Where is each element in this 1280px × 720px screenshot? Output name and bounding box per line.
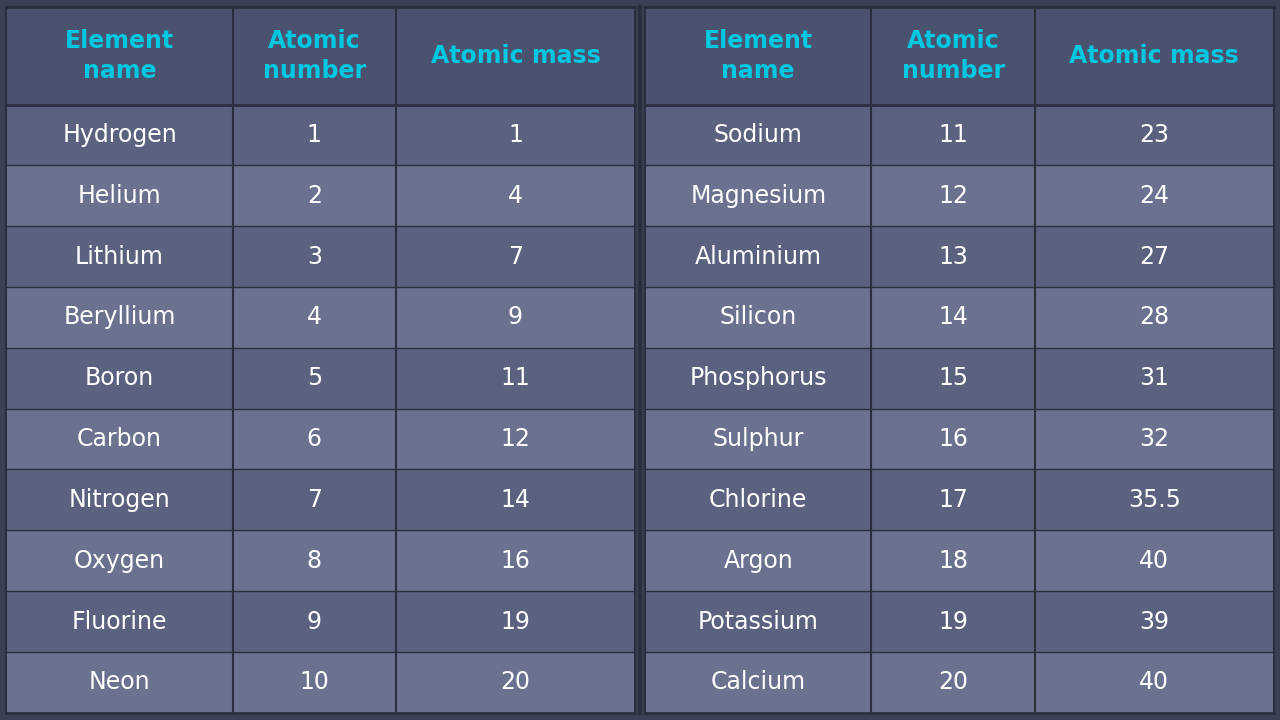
Text: 1: 1 [508, 123, 524, 147]
Bar [6, 104, 635, 166]
Text: Element
name: Element name [704, 29, 813, 83]
Text: 12: 12 [938, 184, 968, 208]
Text: 14: 14 [500, 488, 530, 512]
Text: 32: 32 [1139, 427, 1169, 451]
Text: Argon: Argon [723, 549, 794, 572]
Text: 13: 13 [938, 245, 968, 269]
Text: Atomic
number: Atomic number [901, 29, 1005, 83]
Text: 23: 23 [1139, 123, 1169, 147]
Text: 2: 2 [307, 184, 321, 208]
Bar [645, 104, 1274, 166]
Text: Atomic mass: Atomic mass [430, 44, 600, 68]
Text: Calcium: Calcium [710, 670, 806, 694]
Bar [6, 531, 635, 591]
Text: 40: 40 [1139, 549, 1169, 572]
Text: Aluminium: Aluminium [695, 245, 822, 269]
Bar [6, 287, 635, 348]
Bar [645, 348, 1274, 409]
Text: 20: 20 [938, 670, 968, 694]
Text: 18: 18 [938, 549, 968, 572]
Text: 20: 20 [500, 670, 530, 694]
Text: 28: 28 [1139, 305, 1169, 330]
Text: 6: 6 [307, 427, 321, 451]
Text: 15: 15 [938, 366, 968, 390]
Text: Neon: Neon [88, 670, 150, 694]
Text: 16: 16 [500, 549, 530, 572]
Bar [645, 166, 1274, 226]
Text: Boron: Boron [84, 366, 154, 390]
Text: Oxygen: Oxygen [74, 549, 165, 572]
Bar [6, 591, 635, 652]
Text: 11: 11 [938, 123, 968, 147]
Text: 1: 1 [307, 123, 321, 147]
Text: 11: 11 [500, 366, 530, 390]
Text: 9: 9 [307, 610, 321, 634]
Text: 14: 14 [938, 305, 968, 330]
Text: 5: 5 [307, 366, 323, 390]
Bar [645, 652, 1274, 713]
Bar [6, 348, 635, 409]
Text: 27: 27 [1139, 245, 1169, 269]
Text: Element
name: Element name [65, 29, 174, 83]
Text: 8: 8 [307, 549, 321, 572]
Text: Atomic mass: Atomic mass [1069, 44, 1239, 68]
Bar [6, 409, 635, 469]
Text: Helium: Helium [78, 184, 161, 208]
Text: Carbon: Carbon [77, 427, 163, 451]
Text: 12: 12 [500, 427, 530, 451]
Text: 16: 16 [938, 427, 968, 451]
Text: Phosphorus: Phosphorus [690, 366, 827, 390]
Text: 9: 9 [508, 305, 524, 330]
Bar [645, 409, 1274, 469]
Text: 19: 19 [500, 610, 530, 634]
Text: 4: 4 [307, 305, 321, 330]
Text: 7: 7 [508, 245, 524, 269]
Bar [645, 591, 1274, 652]
Text: Atomic
number: Atomic number [262, 29, 366, 83]
Text: 17: 17 [938, 488, 968, 512]
Text: Potassium: Potassium [698, 610, 819, 634]
Text: Fluorine: Fluorine [72, 610, 168, 634]
Text: 4: 4 [508, 184, 524, 208]
Bar [645, 287, 1274, 348]
Text: Chlorine: Chlorine [709, 488, 808, 512]
Text: Lithium: Lithium [76, 245, 164, 269]
Bar [6, 166, 635, 226]
Text: 19: 19 [938, 610, 968, 634]
Bar [6, 226, 635, 287]
Text: 24: 24 [1139, 184, 1169, 208]
Bar [645, 531, 1274, 591]
Text: Beryllium: Beryllium [63, 305, 175, 330]
Text: 31: 31 [1139, 366, 1169, 390]
Bar [645, 469, 1274, 531]
Text: Hydrogen: Hydrogen [63, 123, 177, 147]
Text: Sodium: Sodium [714, 123, 803, 147]
Text: Silicon: Silicon [719, 305, 797, 330]
Bar [6, 652, 635, 713]
Bar [6, 469, 635, 531]
Bar [645, 7, 1274, 104]
Text: Nitrogen: Nitrogen [69, 488, 170, 512]
Text: 35.5: 35.5 [1128, 488, 1180, 512]
Bar [645, 226, 1274, 287]
Bar [6, 7, 635, 104]
Text: 39: 39 [1139, 610, 1169, 634]
Text: 10: 10 [300, 670, 329, 694]
Text: 7: 7 [307, 488, 321, 512]
Text: Sulphur: Sulphur [713, 427, 804, 451]
Text: 40: 40 [1139, 670, 1169, 694]
Text: Magnesium: Magnesium [690, 184, 827, 208]
Text: 3: 3 [307, 245, 321, 269]
